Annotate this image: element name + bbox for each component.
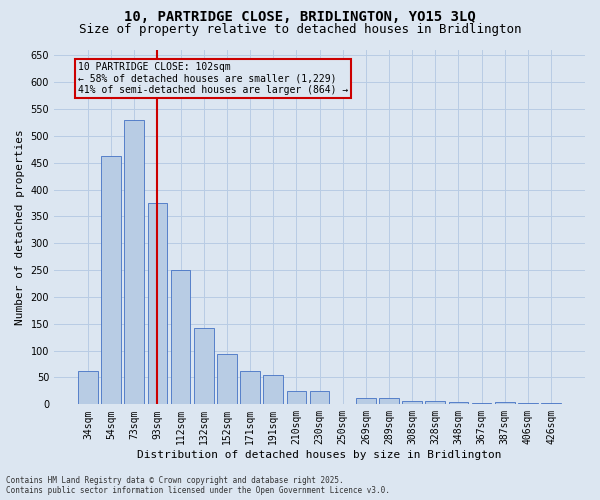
X-axis label: Distribution of detached houses by size in Bridlington: Distribution of detached houses by size … <box>137 450 502 460</box>
Bar <box>541 402 561 404</box>
Bar <box>449 402 468 404</box>
Bar <box>518 402 538 404</box>
Bar <box>124 120 144 405</box>
Text: 10 PARTRIDGE CLOSE: 102sqm
← 58% of detached houses are smaller (1,229)
41% of s: 10 PARTRIDGE CLOSE: 102sqm ← 58% of deta… <box>77 62 348 95</box>
Bar <box>171 270 190 404</box>
Bar <box>402 400 422 404</box>
Bar <box>101 156 121 404</box>
Bar <box>379 398 399 404</box>
Bar <box>194 328 214 404</box>
Bar <box>287 391 306 404</box>
Bar <box>148 203 167 404</box>
Bar <box>310 391 329 404</box>
Y-axis label: Number of detached properties: Number of detached properties <box>15 130 25 325</box>
Bar <box>78 371 98 404</box>
Bar <box>217 354 237 405</box>
Bar <box>472 402 491 404</box>
Bar <box>240 370 260 404</box>
Text: Contains HM Land Registry data © Crown copyright and database right 2025.
Contai: Contains HM Land Registry data © Crown c… <box>6 476 390 495</box>
Bar <box>356 398 376 404</box>
Bar <box>425 400 445 404</box>
Bar <box>263 376 283 404</box>
Bar <box>495 402 515 404</box>
Text: Size of property relative to detached houses in Bridlington: Size of property relative to detached ho… <box>79 22 521 36</box>
Text: 10, PARTRIDGE CLOSE, BRIDLINGTON, YO15 3LQ: 10, PARTRIDGE CLOSE, BRIDLINGTON, YO15 3… <box>124 10 476 24</box>
